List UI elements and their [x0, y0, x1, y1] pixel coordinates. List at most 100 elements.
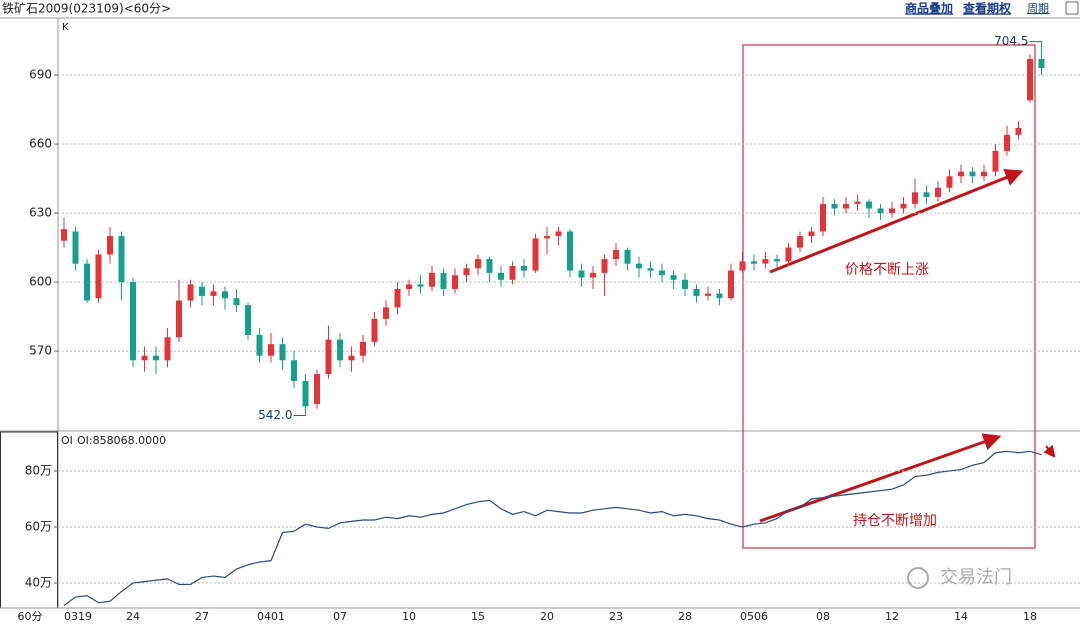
candle-body — [118, 236, 125, 283]
candle-body — [854, 201, 861, 204]
candle-body — [141, 355, 148, 361]
candle-body — [601, 259, 608, 273]
page-title: 铁矿石2009(023109)<60分> — [2, 2, 171, 16]
candle-body — [578, 270, 585, 278]
price-arrow — [769, 168, 1024, 274]
candle-body — [406, 284, 412, 289]
x-tick-label: 14 — [954, 610, 968, 623]
candle-body — [716, 293, 723, 299]
candle-body — [670, 275, 677, 280]
candle-body — [555, 231, 562, 237]
candle-body — [302, 381, 309, 407]
y-tick-label: 60万 — [25, 520, 52, 534]
cycle-link[interactable]: 周期 — [1027, 2, 1049, 15]
candle-body — [509, 265, 516, 280]
annotation: 持仓不断增加 — [853, 513, 937, 529]
x-tick-label: 15 — [471, 610, 485, 623]
candle-body — [762, 259, 769, 264]
candle-body — [739, 261, 746, 271]
candle-body — [371, 318, 378, 342]
candle-body — [624, 249, 631, 264]
x-tick-label: 12 — [885, 610, 899, 623]
candle-body — [291, 360, 297, 382]
y-tick-label: 630 — [29, 206, 52, 220]
candle-body — [693, 288, 700, 296]
candle-body — [463, 268, 470, 276]
candle-body — [233, 298, 240, 306]
candle-body — [72, 231, 79, 264]
highlight-box — [742, 44, 1036, 549]
candle-body — [452, 275, 458, 289]
candle-body — [900, 203, 907, 209]
x-tick-label: 08 — [816, 610, 830, 623]
candle-body — [774, 259, 780, 262]
candle-body — [153, 355, 159, 361]
overlay-link[interactable]: 商品叠加 — [905, 1, 953, 16]
candle-body — [429, 272, 435, 287]
candle-body — [1004, 134, 1010, 151]
oi-legend: OI:858068.0000 — [77, 434, 166, 447]
watermark-icon — [907, 567, 929, 589]
candle-body — [498, 272, 504, 280]
candle-body — [958, 171, 964, 177]
candle-body — [831, 203, 838, 209]
candle-body — [176, 300, 182, 338]
candle-body — [981, 171, 987, 177]
candle-body — [659, 270, 665, 276]
options-link[interactable]: 查看期权 — [962, 1, 1012, 16]
candle-body — [107, 236, 113, 255]
candle-body — [889, 208, 895, 214]
candle-body — [475, 259, 481, 269]
candle-body — [210, 291, 217, 296]
candle-body — [84, 263, 90, 301]
candle-body — [613, 249, 619, 260]
candle-body — [705, 293, 711, 296]
x-tick-label: 24 — [126, 610, 140, 623]
candle-body — [1015, 127, 1022, 135]
candle-body — [440, 272, 447, 289]
candle-body — [923, 192, 930, 197]
candle-body — [912, 192, 918, 204]
candle-body — [636, 263, 642, 269]
x-tick-label: 18 — [1023, 610, 1037, 623]
x-tick-label: 0319 — [64, 610, 92, 623]
candle-body — [360, 341, 366, 356]
candle-body — [279, 344, 286, 361]
plots: 570 600 630 660 690 542.0 704.5 价格不断上涨 0319 24 27 0… — [25, 34, 1080, 623]
candle-body — [647, 268, 654, 271]
y-tick-label: 600 — [29, 275, 52, 289]
y-tick-label: 690 — [29, 68, 52, 82]
candle-body — [544, 236, 550, 239]
x-unit-label: 60分 — [18, 610, 43, 623]
candle-body — [394, 288, 401, 308]
x-tick-label: 0401 — [257, 610, 285, 623]
candle-body — [590, 272, 596, 278]
extreme-label: 704.5 — [994, 34, 1028, 48]
extreme-label: 542.0 — [258, 408, 292, 422]
x-tick-label: 20 — [540, 610, 554, 623]
annotation: 价格不断上涨 — [845, 262, 929, 278]
candle-body — [866, 201, 872, 209]
y-tick-label: 40万 — [25, 576, 52, 590]
candle-body — [314, 374, 320, 405]
candle-body — [245, 305, 251, 335]
settings-icon[interactable] — [1065, 1, 1079, 15]
oi-line — [63, 450, 1042, 606]
candle-body — [946, 176, 953, 188]
y-tick-label: 570 — [29, 344, 52, 358]
candle-body — [532, 238, 539, 271]
candle-body — [567, 231, 573, 271]
candle-body — [728, 270, 734, 299]
candle-body — [486, 259, 493, 273]
candle-body — [1027, 58, 1033, 101]
candle-body — [337, 339, 343, 361]
candle-body — [820, 203, 826, 232]
candle-body — [187, 284, 194, 301]
candle-body — [348, 355, 355, 361]
watermark: 交易法门 — [940, 567, 1012, 588]
x-tick-label: 27 — [195, 610, 209, 623]
x-tick-label: 28 — [678, 610, 692, 623]
x-tick-label: 10 — [402, 610, 416, 623]
candle-body — [785, 247, 792, 262]
